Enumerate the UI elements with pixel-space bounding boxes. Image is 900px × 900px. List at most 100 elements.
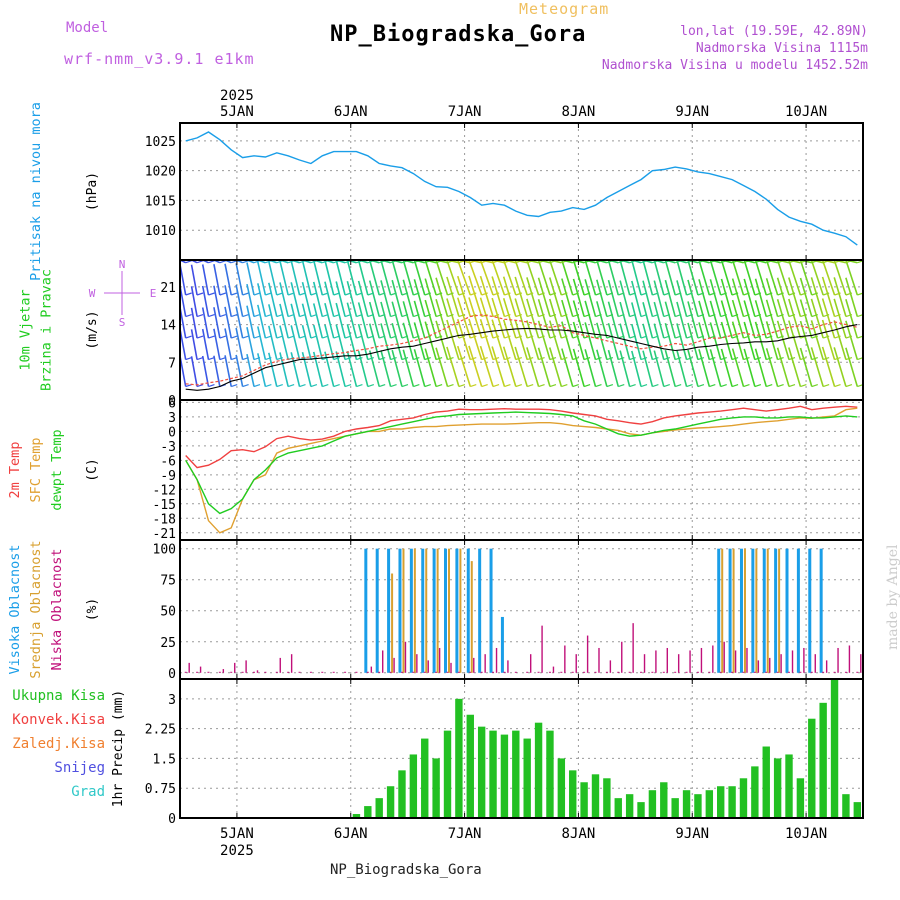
- cloud-bar: [700, 647, 703, 673]
- wind-barb-flag: [538, 292, 545, 296]
- wind-barb-flag: [435, 383, 443, 388]
- wind-barb-flag: [185, 260, 192, 264]
- wind-barb-flag: [413, 357, 420, 361]
- cloud-bar: [848, 645, 851, 673]
- y-tick-label: -6: [160, 454, 176, 469]
- wind-barb: [246, 327, 255, 360]
- precip-bar: [364, 806, 372, 818]
- wind-barb: [213, 264, 221, 296]
- wind-barb: [456, 297, 472, 339]
- wind-barb: [456, 259, 472, 296]
- wind-barb-flag: [424, 383, 431, 388]
- legend-label: Snijeg: [54, 760, 105, 776]
- wind-barb-flag: [492, 383, 500, 388]
- wind-barb: [301, 281, 312, 317]
- wind-barb: [312, 324, 324, 360]
- wind-barb-flag: [549, 335, 557, 339]
- wind-barb-flag: [265, 383, 272, 388]
- wind-barb-flag: [754, 335, 762, 339]
- wind-barb-flag: [435, 313, 443, 318]
- wind-barb: [335, 324, 346, 360]
- cloud-baseline-tick: [537, 671, 540, 673]
- wind-barb-flag: [287, 335, 295, 339]
- wind-barb-flag: [595, 357, 602, 361]
- wind-barb: [324, 259, 335, 296]
- wind-barb-flag: [367, 383, 375, 388]
- wind-barb: [279, 325, 289, 360]
- wind-barb-flag: [754, 383, 762, 388]
- wind-barb: [731, 348, 745, 387]
- wind-barb-flag: [310, 292, 318, 296]
- cloud-bar: [279, 657, 281, 673]
- wind-barb: [435, 299, 449, 339]
- wind-barb: [653, 323, 665, 360]
- precip-bar: [466, 714, 474, 818]
- date-label-bottom: 9JAN: [675, 826, 709, 842]
- cloud-baseline-tick: [264, 671, 267, 673]
- wind-barb: [235, 306, 244, 339]
- wind-barb: [357, 350, 369, 387]
- wind-barb-flag: [595, 383, 602, 388]
- date-label-bottom: 6JAN: [334, 826, 368, 842]
- wind-barb-flag: [458, 383, 466, 388]
- cloud-bar: [721, 548, 724, 673]
- wind-barb-flag: [185, 292, 192, 296]
- wind-barb-flag: [845, 357, 853, 361]
- legend-label: Pritisak na nivou mora: [28, 102, 44, 281]
- cloud-baseline-tick: [844, 671, 847, 673]
- precip-bar: [694, 794, 702, 818]
- cloud-baseline-tick: [275, 671, 278, 673]
- wind-barb-flag: [811, 292, 818, 296]
- precip-bar: [637, 802, 645, 818]
- wind-barb-flag: [185, 357, 192, 361]
- wind-barb: [698, 300, 711, 339]
- wind-barb: [561, 321, 574, 360]
- wind-barb: [213, 328, 221, 360]
- wind-barb: [607, 301, 620, 339]
- wind-barb: [514, 319, 528, 360]
- precip-bar: [773, 758, 782, 818]
- y-tick-label: 0: [168, 394, 176, 409]
- wind-barb: [514, 276, 528, 317]
- cloud-bar: [552, 666, 555, 673]
- wind-barb-flag: [504, 383, 511, 388]
- wind-barb: [346, 350, 358, 387]
- wind-barb: [456, 318, 472, 360]
- wind-barb: [754, 321, 768, 360]
- wind-barb-flag: [413, 292, 420, 296]
- wind-barb: [676, 350, 688, 387]
- wind-barb: [821, 346, 836, 387]
- wind-barb-flag: [435, 357, 443, 361]
- wind-barb-flag: [481, 292, 488, 296]
- wind-barb: [810, 277, 824, 317]
- wind-barb-flag: [834, 335, 841, 339]
- watermark: made by Angel: [885, 544, 900, 651]
- y-axis-label: (m/s): [85, 310, 100, 349]
- legend-label: dewpt Temp: [49, 429, 65, 510]
- cloud-baseline-tick: [810, 671, 813, 673]
- wind-barb-flag: [640, 292, 648, 296]
- precip-bar: [603, 778, 611, 818]
- cloud-bar: [393, 657, 395, 673]
- wind-barb-flag: [447, 383, 454, 388]
- wind-barb: [720, 348, 733, 387]
- cloud-baseline-tick: [321, 671, 324, 673]
- wind-barb-flag: [629, 335, 636, 339]
- wind-barb-flag: [401, 335, 409, 339]
- wind-barb: [268, 325, 278, 360]
- wind-barb-flag: [640, 383, 648, 388]
- cloud-bar: [199, 666, 202, 673]
- year-label-top: 2025: [220, 88, 254, 104]
- wind-barb: [413, 300, 426, 339]
- wind-barb: [676, 301, 688, 339]
- wind-barb: [301, 260, 312, 296]
- cloud-baseline-tick: [366, 671, 369, 673]
- wind-barb: [224, 306, 233, 339]
- wind-barb: [548, 259, 563, 296]
- wind-barb: [491, 319, 506, 360]
- cloud-baseline-tick: [241, 671, 244, 673]
- wind-barb-flag: [424, 292, 431, 296]
- wind-barb: [468, 318, 483, 360]
- cloud-baseline-tick: [332, 671, 335, 673]
- wind-barb-flag: [788, 357, 796, 361]
